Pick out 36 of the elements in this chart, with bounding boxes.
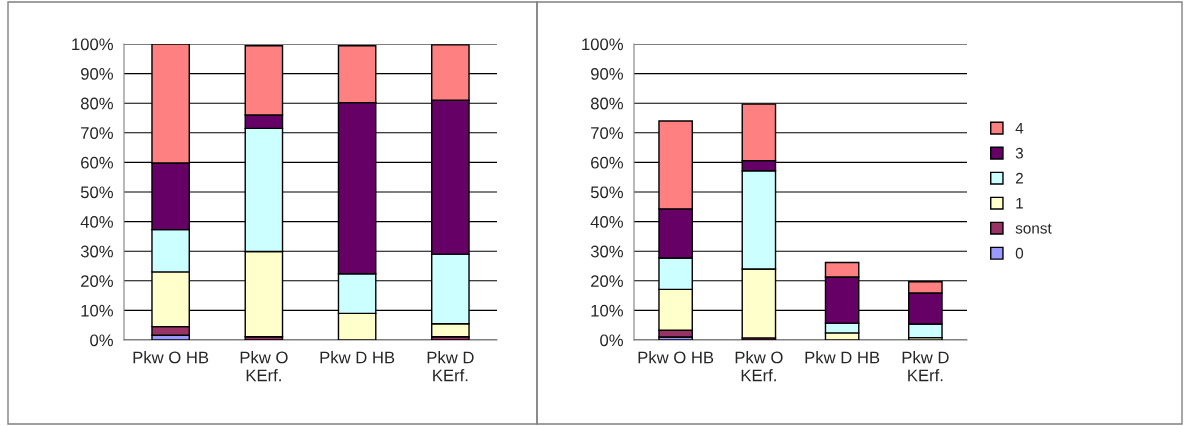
y-tick-label: 40% [80,216,113,228]
y-tick-label: 10% [591,304,623,317]
legend-label: 3 [1015,147,1024,159]
x-tick-label: Pkw D HB [320,351,395,364]
x-tick-label: Pkw D HB [805,351,880,364]
y-tick-label: 10% [81,304,113,317]
y-tick-label: 80% [590,97,623,110]
y-tick-label: 30% [590,245,623,258]
y-tick-label: 80% [80,97,113,110]
legend-label: 4 [1015,122,1024,134]
x-tick-label: Pkw O HB [638,351,714,364]
x-tick-label: Pkw D KErf. [902,351,949,382]
y-tick-label: 60% [591,156,623,169]
y-tick-label: 70% [591,127,623,139]
y-tick-label: 100% [582,38,623,51]
x-tick-label: Pkw O KErf. [240,351,288,382]
y-tick-label: 100% [72,38,113,51]
y-tick-label: 70% [81,127,113,139]
x-tick-label: Pkw O KErf. [735,351,783,382]
y-tick-label: 90% [81,68,113,80]
y-tick-label: 20% [591,275,623,287]
legend-label: sonst [1015,223,1052,234]
y-tick-label: 90% [591,68,623,80]
x-tick-label: Pkw D KErf. [427,351,474,382]
y-tick-label: 40% [590,216,623,228]
legend-label: 0 [1015,247,1024,259]
y-tick-label: 0% [90,334,113,347]
x-tick-label: Pkw O HB [133,351,209,364]
legend-label: 1 [1016,197,1023,209]
y-tick-label: 50% [590,186,623,199]
legend-label: 2 [1015,172,1023,184]
y-tick-label: 50% [80,186,113,199]
y-tick-label: 30% [80,245,113,258]
y-tick-label: 20% [81,275,113,287]
y-tick-label: 60% [81,156,113,169]
y-tick-label: 0% [600,334,623,347]
